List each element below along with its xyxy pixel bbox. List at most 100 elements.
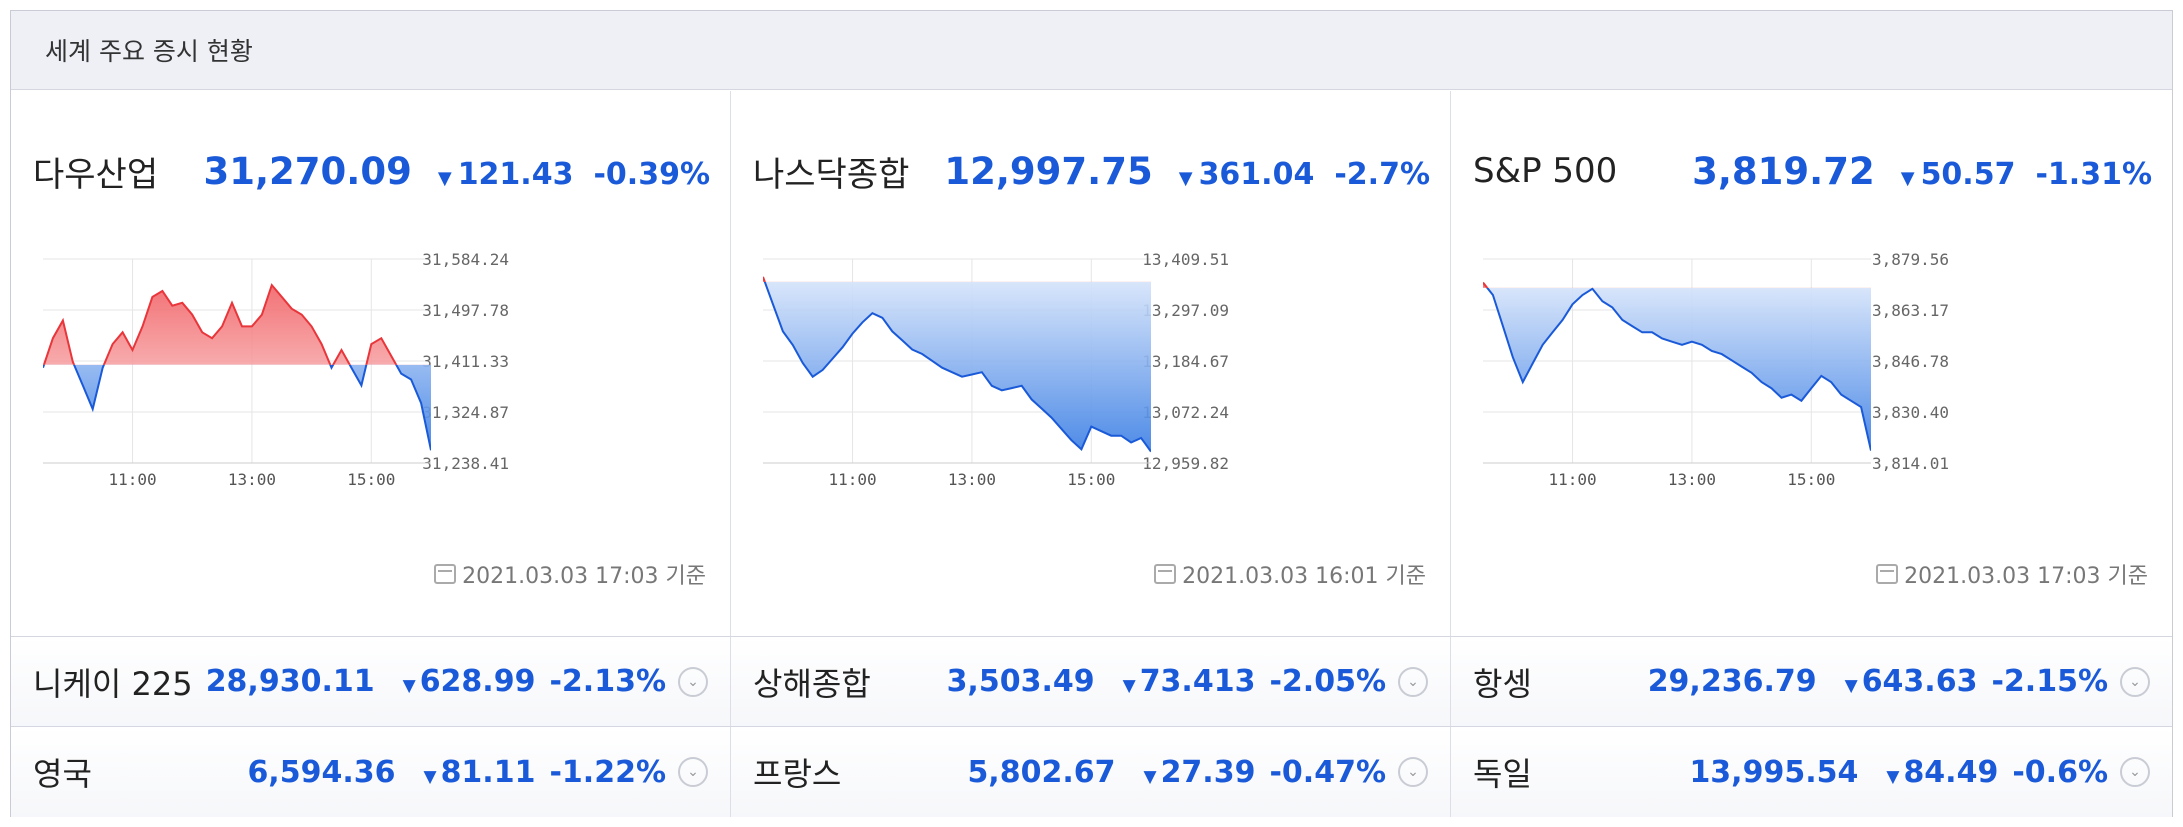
index-price: 13,995.54 (1689, 754, 1859, 790)
y-tick-label: 13,409.51 (1142, 250, 1229, 269)
index-cell-hangseng[interactable]: 항셍 29,236.79 ▼ 643.63 -2.15% ⌄ (1451, 637, 2172, 726)
index-chart: 31,584.24 31,497.78 31,411.33 31,324.87 31,2… (11, 211, 731, 541)
x-tick-label: 13:00 (948, 470, 996, 489)
calendar-icon (434, 564, 457, 584)
chevron-down-icon[interactable]: ⌄ (678, 666, 708, 697)
y-tick-label: 3,814.01 (1872, 454, 1949, 473)
index-panel-sp500[interactable]: S&P 500 3,819.72 ▼ 50.57 -1.31% 3,879.56… (1451, 91, 2172, 636)
index-name: 나스닥종합 (753, 154, 910, 195)
index-rate: -2.13% (549, 664, 666, 699)
timestamp: 2021.03.03 17:03 기준 (434, 558, 706, 590)
index-price: 5,802.67 (967, 754, 1116, 790)
index-panel-nasdaq[interactable]: 나스닥종합 12,997.75 ▼ 361.04 -2.7% 13,409.51… (731, 91, 1451, 636)
x-tick-label: 15:00 (347, 470, 395, 489)
chevron-down-icon[interactable]: ⌄ (1398, 666, 1428, 697)
chevron-down-icon[interactable]: ⌄ (1398, 757, 1428, 787)
index-header: S&P 500 3,819.72 ▼ 50.57 -1.31% (1473, 146, 2152, 196)
x-tick-label: 11:00 (108, 470, 156, 489)
index-rate: -2.15% (1991, 664, 2108, 699)
down-arrow-icon: ▼ (402, 676, 416, 696)
index-name: 다우산업 (33, 154, 159, 195)
index-name: 독일 (1473, 755, 1532, 793)
index-rate: -1.31% (2035, 156, 2152, 192)
calendar-icon (1876, 564, 1899, 584)
series-area-down (43, 364, 431, 451)
x-tick-label: 15:00 (1067, 470, 1115, 489)
down-arrow-icon: ▼ (1844, 676, 1858, 696)
index-rate: -0.39% (593, 156, 710, 192)
index-name: 상해종합 (753, 664, 871, 703)
index-cell-uk[interactable]: 영국 6,594.36 ▼ 81.11 -1.22% ⌄ (11, 727, 731, 817)
series-line-up (43, 283, 398, 365)
index-change: 84.49 (1903, 754, 1999, 790)
index-rate: -0.47% (1269, 754, 1386, 790)
y-tick-label: 31,238.41 (422, 454, 509, 473)
index-rate: -2.05% (1269, 664, 1386, 699)
timestamp-text: 2021.03.03 17:03 기준 (1904, 564, 2148, 589)
y-tick-label: 13,184.67 (1142, 352, 1229, 371)
down-arrow-icon: ▼ (423, 766, 437, 787)
y-tick-label: 13,072.24 (1142, 403, 1229, 422)
down-arrow-icon: ▼ (1122, 676, 1136, 696)
y-tick-label: 12,959.82 (1142, 454, 1229, 473)
y-tick-label: 3,863.17 (1872, 301, 1949, 320)
index-name: S&P 500 (1473, 151, 1618, 191)
index-chart: 3,879.56 3,863.17 3,846.78 3,830.40 3,814.01… (1451, 211, 2171, 541)
index-header: 나스닥종합 12,997.75 ▼ 361.04 -2.7% (753, 146, 1430, 196)
series-line-down (763, 281, 1151, 453)
index-price: 29,236.79 (1647, 664, 1817, 699)
index-change: 50.57 (1920, 156, 2016, 192)
index-cell-nikkei[interactable]: 니케이 225 28,930.11 ▼ 628.99 -2.13% ⌄ (11, 637, 731, 726)
index-cell-shanghai[interactable]: 상해종합 3,503.49 ▼ 73.413 -2.05% ⌄ (731, 637, 1451, 726)
chart-svg: 13,409.51 13,297.09 13,184.67 13,072.24 12,9… (763, 250, 1229, 489)
timestamp: 2021.03.03 16:01 기준 (1154, 558, 1426, 590)
widget-title: 세계 주요 증시 현황 (45, 37, 253, 66)
other-index-rows: 니케이 225 28,930.11 ▼ 628.99 -2.13% ⌄ 상해종합… (11, 636, 2172, 817)
y-tick-label: 31,497.78 (422, 301, 509, 320)
index-rate: -1.22% (549, 754, 666, 790)
index-cell-france[interactable]: 프랑스 5,802.67 ▼ 27.39 -0.47% ⌄ (731, 727, 1451, 817)
series-area-down (763, 281, 1151, 452)
world-stock-widget: 세계 주요 증시 현황 다우산업 31,270.09 ▼ 121.43 -0.3… (10, 10, 2173, 817)
series-line-down (43, 364, 431, 451)
index-row: 영국 6,594.36 ▼ 81.11 -1.22% ⌄ 프랑스 5,802.6… (11, 726, 2172, 817)
down-arrow-icon: ▼ (1900, 167, 1915, 189)
x-tick-label: 13:00 (228, 470, 276, 489)
x-tick-label: 15:00 (1787, 470, 1835, 489)
series-line-down (1485, 287, 1871, 451)
index-rate: -0.6% (2012, 754, 2108, 790)
down-arrow-icon: ▼ (437, 167, 452, 189)
timestamp: 2021.03.03 17:03 기준 (1876, 558, 2148, 590)
index-name: 영국 (33, 755, 92, 793)
y-tick-label: 13,297.09 (1142, 301, 1229, 320)
chart-svg: 3,879.56 3,863.17 3,846.78 3,830.40 3,814.01… (1483, 250, 1949, 489)
down-arrow-icon: ▼ (1886, 766, 1900, 787)
y-tick-label: 31,584.24 (422, 250, 509, 269)
down-arrow-icon: ▼ (1143, 766, 1157, 787)
index-cell-germany[interactable]: 독일 13,995.54 ▼ 84.49 -0.6% ⌄ (1451, 727, 2172, 817)
index-name: 항셍 (1473, 664, 1532, 703)
main-index-panels: 다우산업 31,270.09 ▼ 121.43 -0.39% 31,584.24… (11, 91, 2172, 636)
index-price: 31,270.09 (203, 149, 412, 193)
index-change: 81.11 (440, 754, 536, 790)
x-tick-label: 11:00 (828, 470, 876, 489)
index-change: 73.413 (1139, 664, 1256, 699)
index-panel-dow[interactable]: 다우산업 31,270.09 ▼ 121.43 -0.39% 31,584.24… (11, 91, 731, 636)
chevron-down-icon[interactable]: ⌄ (678, 757, 708, 787)
y-tick-label: 31,324.87 (422, 403, 509, 422)
y-tick-label: 3,846.78 (1872, 352, 1949, 371)
index-header: 다우산업 31,270.09 ▼ 121.43 -0.39% (33, 146, 710, 196)
chevron-down-icon[interactable]: ⌄ (2120, 757, 2150, 787)
calendar-icon (1154, 564, 1177, 584)
index-rate: -2.7% (1334, 156, 1430, 192)
down-arrow-icon: ▼ (1178, 167, 1193, 189)
y-tick-label: 3,830.40 (1872, 403, 1949, 422)
y-tick-label: 3,879.56 (1872, 250, 1949, 269)
index-chart: 13,409.51 13,297.09 13,184.67 13,072.24 12,9… (731, 211, 1451, 541)
timestamp-text: 2021.03.03 16:01 기준 (1182, 564, 1426, 589)
series-area-down (1487, 287, 1871, 451)
chevron-down-icon[interactable]: ⌄ (2120, 666, 2150, 697)
index-price: 6,594.36 (247, 754, 396, 790)
widget-header: 세계 주요 증시 현황 (11, 11, 2172, 90)
index-change: 121.43 (457, 156, 574, 192)
